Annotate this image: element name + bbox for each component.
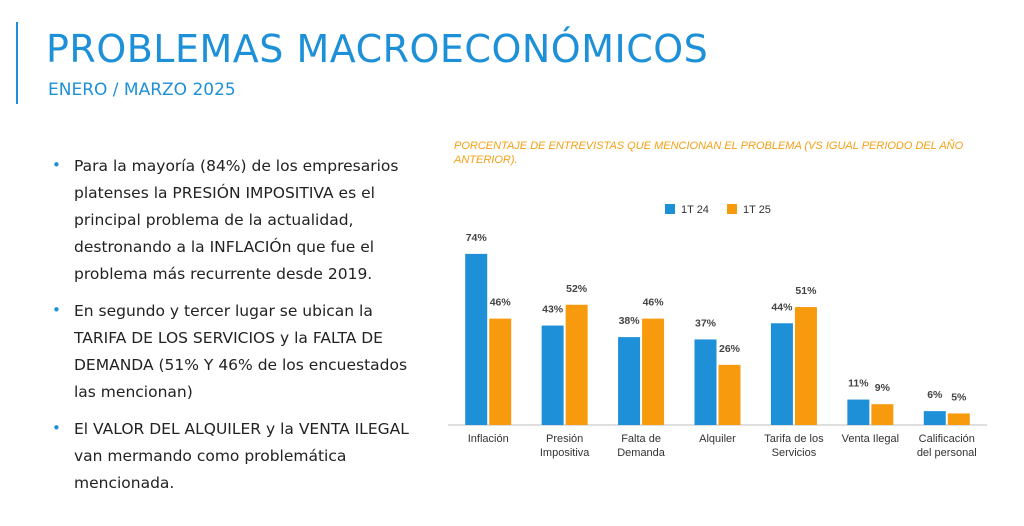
data-label: 26% xyxy=(719,343,741,355)
data-label: 37% xyxy=(695,317,717,329)
legend-label: 1T 24 xyxy=(681,204,709,216)
x-tick-label: Tarifa de los xyxy=(764,433,824,445)
bullet-item: • Para la mayoría (84%) de los empresario… xyxy=(50,153,430,288)
x-tick-label: Demanda xyxy=(617,447,666,459)
data-label: 43% xyxy=(542,304,564,316)
x-tick-label: Presión xyxy=(546,433,583,445)
data-label: 51% xyxy=(795,285,817,297)
x-tick-label: Alquiler xyxy=(699,433,736,445)
legend-swatch xyxy=(727,204,737,214)
bullet-text: Para la mayoría (84%) de los empresarios… xyxy=(74,157,399,283)
bar xyxy=(794,307,817,425)
x-tick-label: Servicios xyxy=(772,447,817,459)
bullet-dot-icon: • xyxy=(52,156,61,174)
bar xyxy=(465,253,488,425)
bar xyxy=(489,318,512,425)
bar xyxy=(642,318,665,425)
bullet-item: • En segundo y tercer lugar se ubican la … xyxy=(50,298,430,406)
x-tick-label: Falta de xyxy=(621,433,661,445)
bar xyxy=(618,337,641,425)
data-label: 38% xyxy=(619,315,641,327)
bar-chart: 1T 24 1T 25 74% 46% Inflación 43%52% Presión Im… xyxy=(448,204,987,459)
data-label: 44% xyxy=(771,301,793,313)
data-label: 9% xyxy=(875,382,891,394)
bar xyxy=(947,413,970,425)
bullet-list: • Para la mayoría (84%) de los empresario… xyxy=(50,153,430,507)
bar xyxy=(694,339,717,425)
data-label: 74% xyxy=(466,232,488,244)
data-label: 52% xyxy=(566,283,588,295)
bullet-dot-icon: • xyxy=(52,419,61,437)
bar xyxy=(770,323,793,425)
page-title: PROBLEMAS MACROECONÓMICOS xyxy=(46,27,709,71)
bar xyxy=(541,325,564,425)
bar xyxy=(718,364,741,425)
title-accent-line xyxy=(16,22,18,104)
bar xyxy=(871,404,894,425)
page-subtitle: ENERO / MARZO 2025 xyxy=(48,80,236,100)
x-tick-label: Calificación xyxy=(919,433,975,445)
data-label: 46% xyxy=(643,297,665,309)
x-tick-label: Venta Ilegal xyxy=(842,433,900,445)
data-label: 5% xyxy=(951,391,967,403)
data-label: 6% xyxy=(927,389,943,401)
data-label: 46% xyxy=(490,297,512,309)
x-tick-label: Impositiva xyxy=(540,447,590,459)
bullet-item: • El VALOR DEL ALQUILER y la VENTA ILEGAL… xyxy=(50,416,430,497)
bar xyxy=(847,399,870,425)
bullet-dot-icon: • xyxy=(52,301,61,319)
bar xyxy=(923,411,946,425)
bullet-text: En segundo y tercer lugar se ubican la T… xyxy=(74,302,408,401)
x-tick-label: del personal xyxy=(917,447,977,459)
legend-label: 1T 25 xyxy=(743,204,771,216)
chart-title: PORCENTAJE DE ENTREVISTAS QUE MENCIONAN … xyxy=(454,140,964,166)
bar xyxy=(565,304,588,425)
x-tick-label: Inflación xyxy=(468,433,509,445)
data-label: 11% xyxy=(848,378,869,390)
legend-swatch xyxy=(665,204,675,214)
bullet-text: El VALOR DEL ALQUILER y la VENTA ILEGAL … xyxy=(74,420,409,492)
